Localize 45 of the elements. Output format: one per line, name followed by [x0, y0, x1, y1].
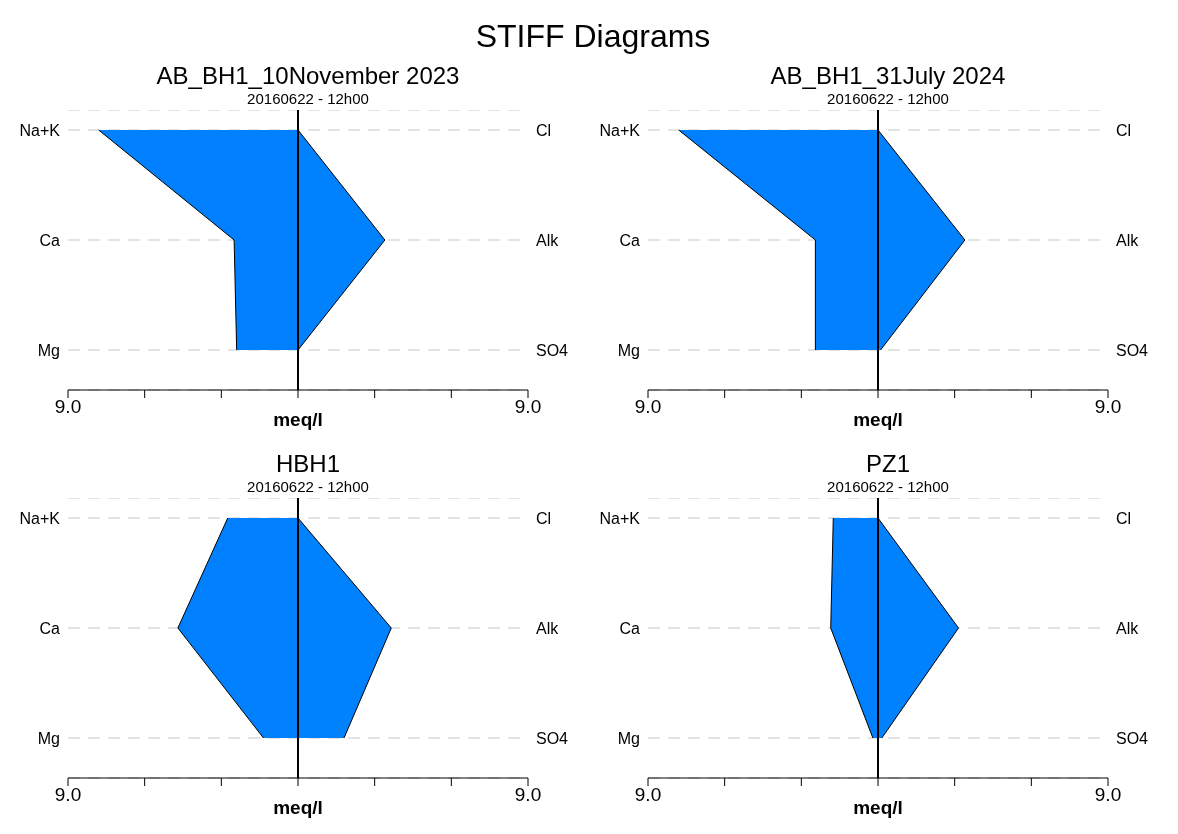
y-tick-label: Na+K	[19, 121, 61, 139]
x-axis-title: meq/l	[273, 797, 323, 818]
chart-subtitle: 20160622 - 12h00	[826, 90, 950, 109]
x-tick-label: 9.0	[514, 784, 542, 806]
chart-title: HBH1	[275, 450, 341, 478]
x-axis-title: meq/l	[273, 409, 323, 430]
chart-subtitle: 20160622 - 12h00	[826, 478, 950, 497]
x-tick-label: 9.0	[634, 396, 662, 418]
y-tick-label: Ca	[619, 231, 641, 249]
chart-title: AB_BH1_31July 2024	[769, 62, 1007, 90]
y2-tick-label: Alk	[536, 231, 560, 249]
chart-title: PZ1	[865, 450, 911, 478]
y-tick-label: Mg	[617, 729, 640, 747]
y-tick-label: Na+K	[599, 509, 641, 527]
y2-tick-label: Alk	[1116, 231, 1140, 249]
x-tick-label: 9.0	[54, 784, 82, 806]
y2-tick-label: SO4	[536, 729, 569, 747]
x-axis-title: meq/l	[853, 797, 903, 818]
y2-tick-label: Cl	[1116, 121, 1132, 139]
y-tick-label: Ca	[619, 619, 641, 637]
y2-tick-label: Cl	[536, 509, 552, 527]
y-tick-label: Na+K	[599, 121, 641, 139]
y2-tick-label: SO4	[1116, 341, 1149, 359]
x-tick-label: 9.0	[514, 396, 542, 418]
chart-subtitle: 20160622 - 12h00	[246, 478, 370, 497]
y-tick-label: Ca	[39, 619, 61, 637]
y-tick-label: Mg	[617, 341, 640, 359]
y2-tick-label: Alk	[536, 619, 560, 637]
x-tick-label: 9.0	[54, 396, 82, 418]
chart-subtitle: 20160622 - 12h00	[246, 90, 370, 109]
y-tick-label: Na+K	[19, 509, 61, 527]
x-axis-title: meq/l	[853, 409, 903, 430]
y-tick-label: Mg	[37, 341, 60, 359]
text: STIFF Diagrams	[475, 18, 711, 54]
chart-title: AB_BH1_10November 2023	[155, 62, 461, 90]
y-tick-label: Ca	[39, 231, 61, 249]
y2-tick-label: Alk	[1116, 619, 1140, 637]
x-tick-label: 9.0	[1094, 784, 1122, 806]
x-tick-label: 9.0	[634, 784, 662, 806]
x-tick-label: 9.0	[1094, 396, 1122, 418]
y2-tick-label: SO4	[1116, 729, 1149, 747]
y-tick-label: Mg	[37, 729, 60, 747]
y2-tick-label: Cl	[1116, 509, 1132, 527]
y2-tick-label: Cl	[536, 121, 552, 139]
y2-tick-label: SO4	[536, 341, 569, 359]
